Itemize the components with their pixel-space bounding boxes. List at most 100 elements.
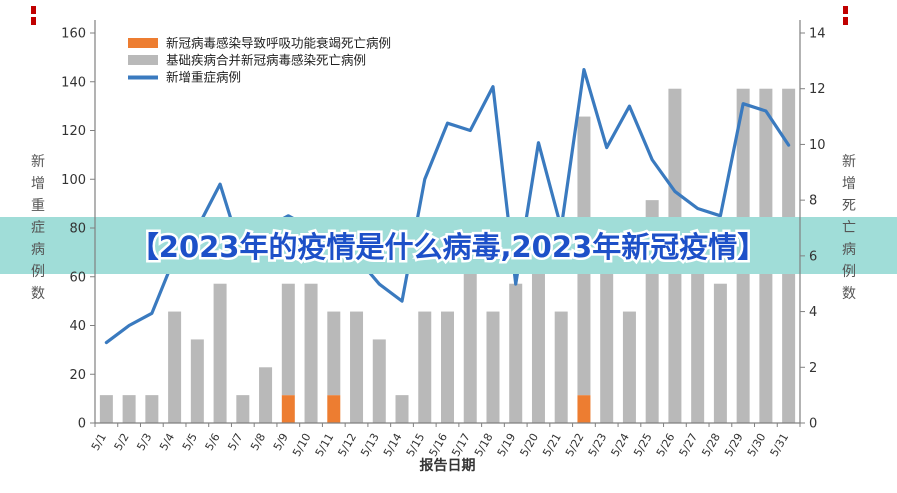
svg-text:数: 数 xyxy=(842,286,856,302)
bar-underlying-disease-death xyxy=(554,311,568,423)
date-label: 5/16 xyxy=(426,431,450,459)
bar-underlying-disease-death xyxy=(259,367,273,423)
legend-label: 新冠病毒感染导致呼吸功能衰竭死亡病例 xyxy=(166,36,391,51)
date-label: 5/25 xyxy=(631,431,655,459)
date-label: 5/3 xyxy=(134,431,154,453)
date-label: 5/21 xyxy=(540,431,564,459)
right-tick-label: 6 xyxy=(809,249,817,264)
svg-text:例: 例 xyxy=(31,264,45,280)
banner-text: 【2023年的疫情是什么病毒,2023年新冠疫情】 xyxy=(130,230,766,264)
left-tick-label: 60 xyxy=(69,270,86,285)
bar-underlying-disease-death xyxy=(509,283,523,423)
left-tick-label: 160 xyxy=(61,27,86,42)
date-label: 5/9 xyxy=(271,431,291,453)
date-label: 5/19 xyxy=(495,431,519,459)
bar-respiratory-failure-death xyxy=(327,395,341,423)
svg-text:病: 病 xyxy=(31,242,45,258)
right-tick-label: 14 xyxy=(809,27,826,42)
red-mark xyxy=(843,17,848,25)
bar-underlying-disease-death xyxy=(395,395,409,423)
bar-underlying-disease-death xyxy=(713,283,727,423)
bar-underlying-disease-death xyxy=(213,283,227,423)
bar-underlying-disease-death xyxy=(531,255,545,423)
date-label: 5/22 xyxy=(563,431,587,459)
bar-underlying-disease-death xyxy=(463,228,477,423)
svg-text:数: 数 xyxy=(31,286,45,302)
bar-underlying-disease-death xyxy=(350,311,364,423)
date-label: 5/31 xyxy=(768,431,792,459)
left-tick-label: 40 xyxy=(69,319,86,334)
left-tick-label: 120 xyxy=(61,124,86,139)
date-label: 5/1 xyxy=(89,431,109,453)
date-label: 5/11 xyxy=(313,431,337,459)
date-label: 5/24 xyxy=(608,431,632,459)
legend-swatch-orange xyxy=(128,38,158,48)
svg-text:症: 症 xyxy=(31,220,45,236)
right-tick-label: 8 xyxy=(809,194,817,209)
bar-underlying-disease-death xyxy=(600,255,614,423)
bar-respiratory-failure-death xyxy=(281,395,295,423)
bar-respiratory-failure-death xyxy=(577,395,591,423)
bar-underlying-disease-death xyxy=(486,311,500,423)
bar-underlying-disease-death xyxy=(145,395,159,423)
red-mark xyxy=(31,6,36,14)
left-tick-label: 80 xyxy=(69,222,86,237)
svg-text:新: 新 xyxy=(842,154,856,170)
bar-underlying-disease-death xyxy=(418,311,432,423)
legend-label: 基础疾病合并新冠病毒感染死亡病例 xyxy=(166,53,366,68)
bar-underlying-disease-death xyxy=(122,395,136,423)
banner-background xyxy=(0,217,897,274)
date-label: 5/17 xyxy=(449,431,473,459)
date-label: 5/15 xyxy=(404,431,428,459)
right-tick-label: 12 xyxy=(809,82,826,97)
date-label: 5/18 xyxy=(472,431,496,459)
bar-underlying-disease-death xyxy=(622,311,636,423)
left-tick-label: 20 xyxy=(69,368,86,383)
date-label: 5/29 xyxy=(722,431,746,459)
date-label: 5/8 xyxy=(248,431,268,453)
right-tick-label: 0 xyxy=(809,417,817,432)
svg-text:死: 死 xyxy=(842,198,856,214)
left-tick-label: 0 xyxy=(78,417,86,432)
right-tick-label: 2 xyxy=(809,361,817,376)
svg-text:病: 病 xyxy=(842,242,856,258)
bar-underlying-disease-death xyxy=(441,311,454,423)
date-label: 5/7 xyxy=(225,431,245,453)
severe-cases-line xyxy=(104,67,791,345)
bar-underlying-disease-death xyxy=(190,339,204,423)
date-label: 5/13 xyxy=(358,431,382,459)
svg-text:增: 增 xyxy=(842,176,856,192)
date-label: 5/10 xyxy=(290,431,314,459)
right-tick-label: 10 xyxy=(809,138,826,153)
bar-underlying-disease-death xyxy=(236,395,250,423)
svg-text:重: 重 xyxy=(31,198,45,214)
date-label: 5/5 xyxy=(180,431,200,453)
right-tick-label: 4 xyxy=(809,305,817,320)
bar-underlying-disease-death xyxy=(691,255,705,423)
bar-underlying-disease-death xyxy=(281,283,295,396)
date-label: 5/2 xyxy=(112,431,132,453)
date-label: 5/27 xyxy=(677,431,701,459)
svg-text:亡: 亡 xyxy=(842,220,856,236)
bar-underlying-disease-death xyxy=(372,339,386,423)
date-label: 5/6 xyxy=(203,431,223,453)
date-label: 5/23 xyxy=(586,431,610,459)
left-tick-label: 140 xyxy=(61,75,86,90)
svg-text:例: 例 xyxy=(842,264,856,280)
date-label: 5/30 xyxy=(745,431,769,459)
date-label: 5/4 xyxy=(157,431,177,453)
bar-underlying-disease-death xyxy=(99,395,113,423)
date-label: 5/26 xyxy=(654,431,678,459)
date-label: 5/20 xyxy=(517,431,541,459)
red-mark xyxy=(843,6,848,14)
date-label: 5/14 xyxy=(381,431,405,459)
bar-underlying-disease-death xyxy=(304,283,318,423)
x-axis-title: 报告日期 xyxy=(420,457,476,474)
svg-text:新: 新 xyxy=(31,154,45,170)
bar-underlying-disease-death xyxy=(327,311,341,396)
